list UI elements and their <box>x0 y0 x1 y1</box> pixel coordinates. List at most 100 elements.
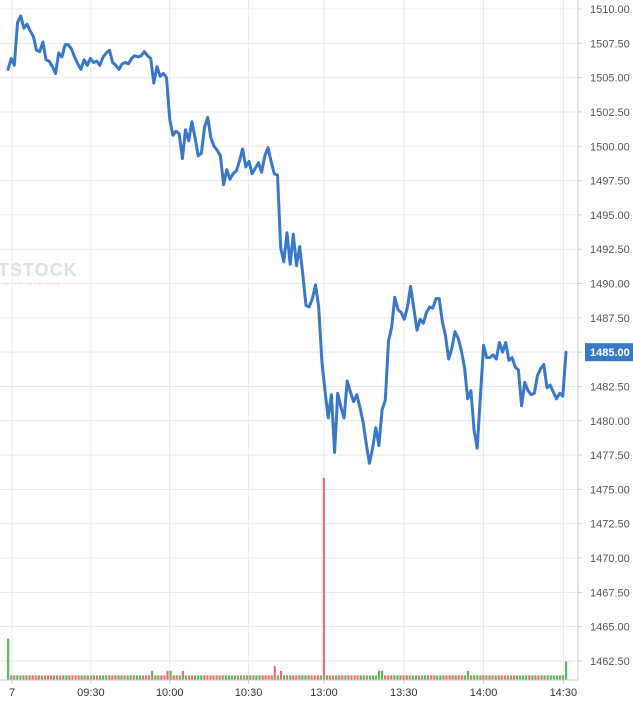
y-tick-label: 1467.50 <box>590 587 630 599</box>
volume-bar <box>424 675 427 680</box>
volume-bar <box>310 675 313 680</box>
volume-bar <box>473 675 476 680</box>
volume-bar <box>338 675 341 680</box>
volume-bar <box>427 675 430 680</box>
volume-bar <box>442 675 445 680</box>
volume-bar <box>319 675 322 680</box>
volume-bar <box>497 675 500 680</box>
volume-bar <box>525 675 528 680</box>
volume-bar <box>454 675 457 680</box>
volume-bar <box>34 675 37 680</box>
y-tick-label: 1500.00 <box>590 141 630 153</box>
x-tick-label: 7 <box>9 687 15 699</box>
volume-bar <box>233 675 237 680</box>
volume-bar <box>197 675 200 680</box>
volume-bar <box>22 675 25 680</box>
volume-bar <box>304 675 307 680</box>
volume-bar <box>289 675 292 680</box>
volume-bar <box>243 675 246 680</box>
volume-bar <box>402 675 405 680</box>
volume-bar <box>151 670 154 680</box>
volume-bar <box>249 675 252 680</box>
x-tick-label: 09:30 <box>77 687 105 699</box>
x-tick-label: 10:30 <box>235 687 263 699</box>
volume-bar <box>37 675 40 680</box>
volume-bar <box>187 675 191 680</box>
volume-bar <box>181 670 184 680</box>
volume-bar <box>105 675 108 680</box>
volume-bar <box>384 675 387 680</box>
volume-bar <box>537 675 540 680</box>
volume-bar <box>80 675 83 680</box>
volume-bar <box>436 675 439 680</box>
volume-bar <box>28 675 31 680</box>
volume-bar <box>482 675 485 680</box>
volume-bar <box>215 675 218 680</box>
volume-bar <box>362 675 365 680</box>
volume-bar <box>108 675 111 680</box>
volume-bar <box>267 675 270 680</box>
volume-bar <box>135 675 138 680</box>
volume-bar <box>420 675 424 680</box>
volume-bar <box>445 675 448 680</box>
volume-bar <box>102 675 105 680</box>
volume-bar <box>555 675 558 680</box>
volume-bar <box>463 675 466 680</box>
volume-bar <box>325 675 329 680</box>
volume-bar <box>89 675 92 680</box>
volume-bar <box>178 675 181 680</box>
volume-bar <box>43 675 46 680</box>
volume-bar <box>129 675 132 680</box>
volume-bar <box>261 675 264 680</box>
volume-bar <box>534 675 537 680</box>
volume-bar <box>49 675 53 680</box>
volume-bar <box>359 675 362 680</box>
volume-bar <box>543 675 546 680</box>
volume-bar <box>77 675 80 680</box>
volume-bar <box>313 675 316 680</box>
volume-bar <box>417 675 420 680</box>
y-tick-label: 1510.00 <box>590 4 630 16</box>
y-tick-label: 1505.00 <box>590 73 630 85</box>
volume-bar <box>295 675 298 680</box>
x-tick-label: 13:00 <box>310 687 338 699</box>
volume-bar <box>365 675 368 680</box>
volume-bar <box>341 675 344 680</box>
volume-bar <box>522 675 525 680</box>
volume-bar <box>68 675 71 680</box>
volume-bar <box>145 675 148 680</box>
volume-bar <box>31 675 34 680</box>
volume-bar <box>53 675 56 680</box>
volume-bar <box>273 666 276 680</box>
volume-bar <box>374 675 378 680</box>
volume-bar <box>138 675 141 680</box>
volume-bar <box>169 670 172 680</box>
volume-bar <box>335 675 338 680</box>
volume-bar <box>13 675 16 680</box>
volume-bar <box>328 675 332 680</box>
watermark-logo: TSTOCK with always <box>0 260 78 288</box>
watermark-text: TSTOCK <box>0 260 78 280</box>
volume-bar <box>200 675 203 680</box>
volume-bar <box>332 675 335 680</box>
volume-bar <box>160 675 163 680</box>
volume-bar <box>565 661 568 680</box>
volume-bar <box>212 675 215 680</box>
volume-bar <box>540 675 543 680</box>
volume-bar <box>286 675 289 680</box>
volume-bar <box>236 675 240 680</box>
volume-bar <box>227 675 230 680</box>
volume-bar <box>172 675 175 680</box>
volume-bar <box>194 675 197 680</box>
volume-bar <box>457 675 460 680</box>
x-tick-label: 10:00 <box>156 687 184 699</box>
volume-bar <box>479 675 482 680</box>
x-tick-label: 14:00 <box>470 687 498 699</box>
volume-bar <box>7 638 10 680</box>
volume-bar <box>466 670 470 680</box>
volume-bar <box>203 675 206 680</box>
volume-bar <box>92 675 95 680</box>
volume-bar <box>519 675 522 680</box>
